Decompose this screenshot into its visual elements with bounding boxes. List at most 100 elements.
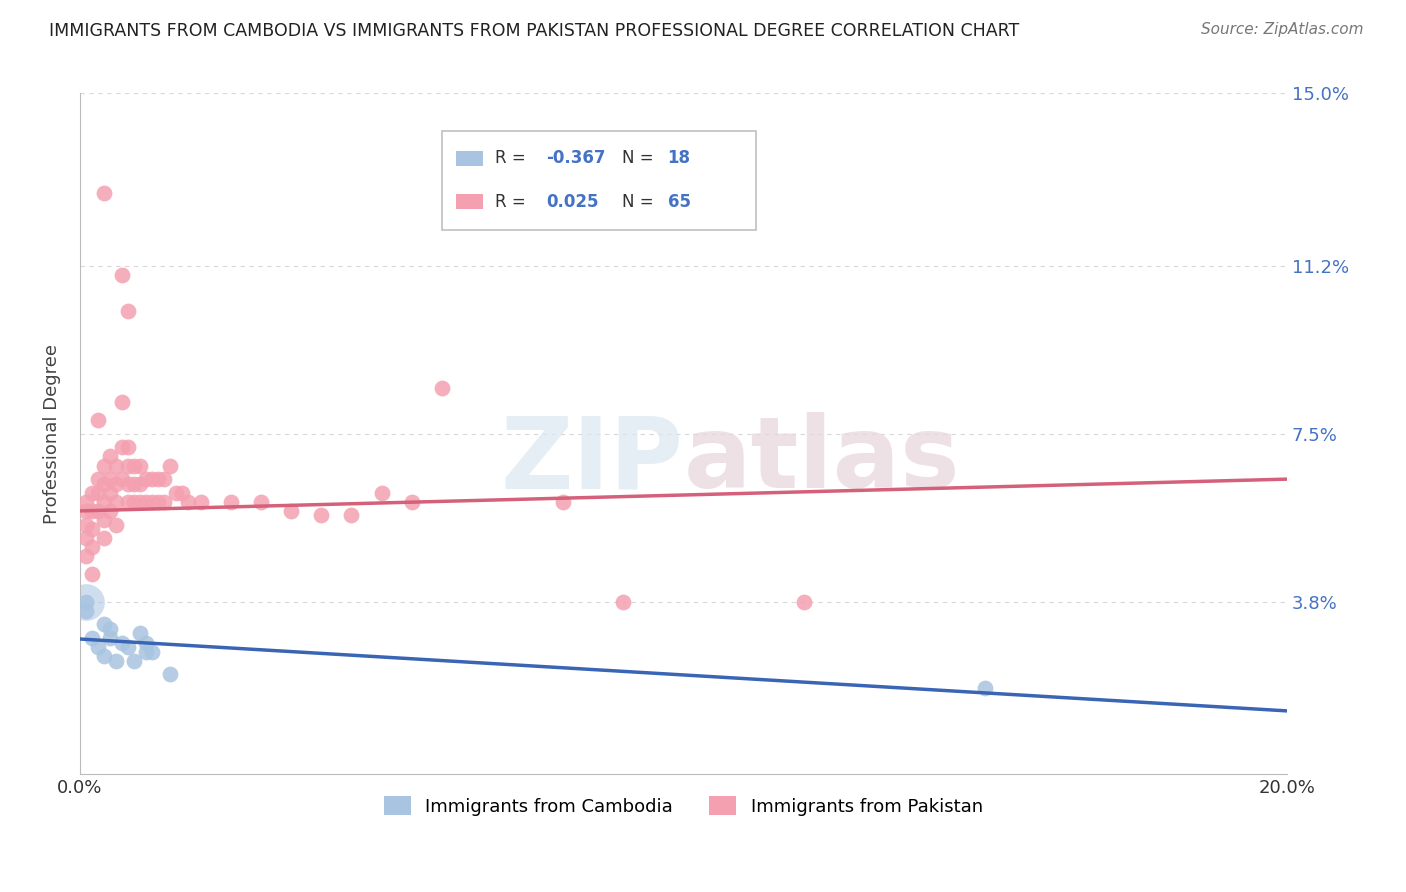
Point	[974, 681, 997, 695]
Point	[117, 476, 139, 491]
Point	[129, 476, 152, 491]
Point	[135, 495, 157, 509]
Point	[159, 458, 181, 473]
Point	[75, 504, 97, 518]
Point	[75, 531, 97, 545]
Point	[159, 667, 181, 681]
Point	[75, 595, 97, 609]
Point	[93, 531, 115, 545]
Text: 65: 65	[668, 193, 690, 211]
Point	[111, 472, 134, 486]
Point	[87, 504, 110, 518]
Point	[153, 495, 176, 509]
Point	[172, 485, 194, 500]
Point	[105, 476, 128, 491]
Point	[93, 186, 115, 201]
Point	[80, 540, 103, 554]
Point	[280, 504, 302, 518]
Point	[135, 635, 157, 649]
Point	[141, 472, 163, 486]
Point	[75, 595, 97, 609]
FancyBboxPatch shape	[441, 131, 756, 229]
Point	[430, 381, 453, 395]
Legend: Immigrants from Cambodia, Immigrants from Pakistan: Immigrants from Cambodia, Immigrants fro…	[377, 789, 990, 823]
Point	[93, 476, 115, 491]
Text: R =: R =	[495, 193, 531, 211]
Point	[122, 458, 145, 473]
Text: atlas: atlas	[683, 412, 960, 509]
Point	[105, 654, 128, 668]
Point	[129, 495, 152, 509]
Point	[75, 604, 97, 618]
Point	[141, 644, 163, 658]
Point	[122, 495, 145, 509]
Text: 18: 18	[668, 150, 690, 168]
Point	[93, 458, 115, 473]
Point	[117, 495, 139, 509]
Point	[98, 450, 121, 464]
Point	[87, 640, 110, 654]
Point	[93, 617, 115, 632]
Point	[190, 495, 212, 509]
Point	[87, 472, 110, 486]
Point	[80, 522, 103, 536]
Point	[87, 413, 110, 427]
Point	[111, 441, 134, 455]
Point	[129, 626, 152, 640]
Point	[98, 485, 121, 500]
Point	[93, 649, 115, 664]
FancyBboxPatch shape	[457, 194, 484, 210]
Point	[111, 268, 134, 282]
Point	[612, 595, 634, 609]
Point	[105, 495, 128, 509]
Text: ZIP: ZIP	[501, 412, 683, 509]
Text: IMMIGRANTS FROM CAMBODIA VS IMMIGRANTS FROM PAKISTAN PROFESSIONAL DEGREE CORRELA: IMMIGRANTS FROM CAMBODIA VS IMMIGRANTS F…	[49, 22, 1019, 40]
Point	[93, 513, 115, 527]
FancyBboxPatch shape	[457, 151, 484, 166]
Text: R =: R =	[495, 150, 531, 168]
Point	[87, 485, 110, 500]
Point	[117, 441, 139, 455]
Point	[117, 458, 139, 473]
Point	[117, 640, 139, 654]
Point	[177, 495, 200, 509]
Point	[340, 508, 363, 523]
Point	[793, 595, 815, 609]
Point	[122, 476, 145, 491]
Point	[75, 549, 97, 564]
Point	[105, 517, 128, 532]
Point	[401, 495, 423, 509]
Point	[219, 495, 242, 509]
Point	[105, 458, 128, 473]
Point	[250, 495, 273, 509]
Point	[80, 485, 103, 500]
Point	[153, 472, 176, 486]
Text: N =: N =	[621, 193, 658, 211]
Point	[141, 495, 163, 509]
Point	[551, 495, 574, 509]
Point	[135, 472, 157, 486]
Point	[148, 495, 170, 509]
Point	[309, 508, 332, 523]
Point	[98, 622, 121, 636]
Point	[80, 504, 103, 518]
Point	[75, 495, 97, 509]
Point	[80, 631, 103, 645]
Text: N =: N =	[621, 150, 658, 168]
Point	[80, 567, 103, 582]
Point	[98, 631, 121, 645]
Text: -0.367: -0.367	[546, 150, 605, 168]
Point	[111, 635, 134, 649]
Y-axis label: Professional Degree: Professional Degree	[44, 343, 60, 524]
Point	[122, 654, 145, 668]
Point	[165, 485, 187, 500]
Point	[93, 495, 115, 509]
Point	[129, 458, 152, 473]
Point	[370, 485, 392, 500]
Text: Source: ZipAtlas.com: Source: ZipAtlas.com	[1201, 22, 1364, 37]
Point	[135, 644, 157, 658]
Point	[148, 472, 170, 486]
Point	[75, 517, 97, 532]
Point	[111, 395, 134, 409]
Point	[98, 504, 121, 518]
